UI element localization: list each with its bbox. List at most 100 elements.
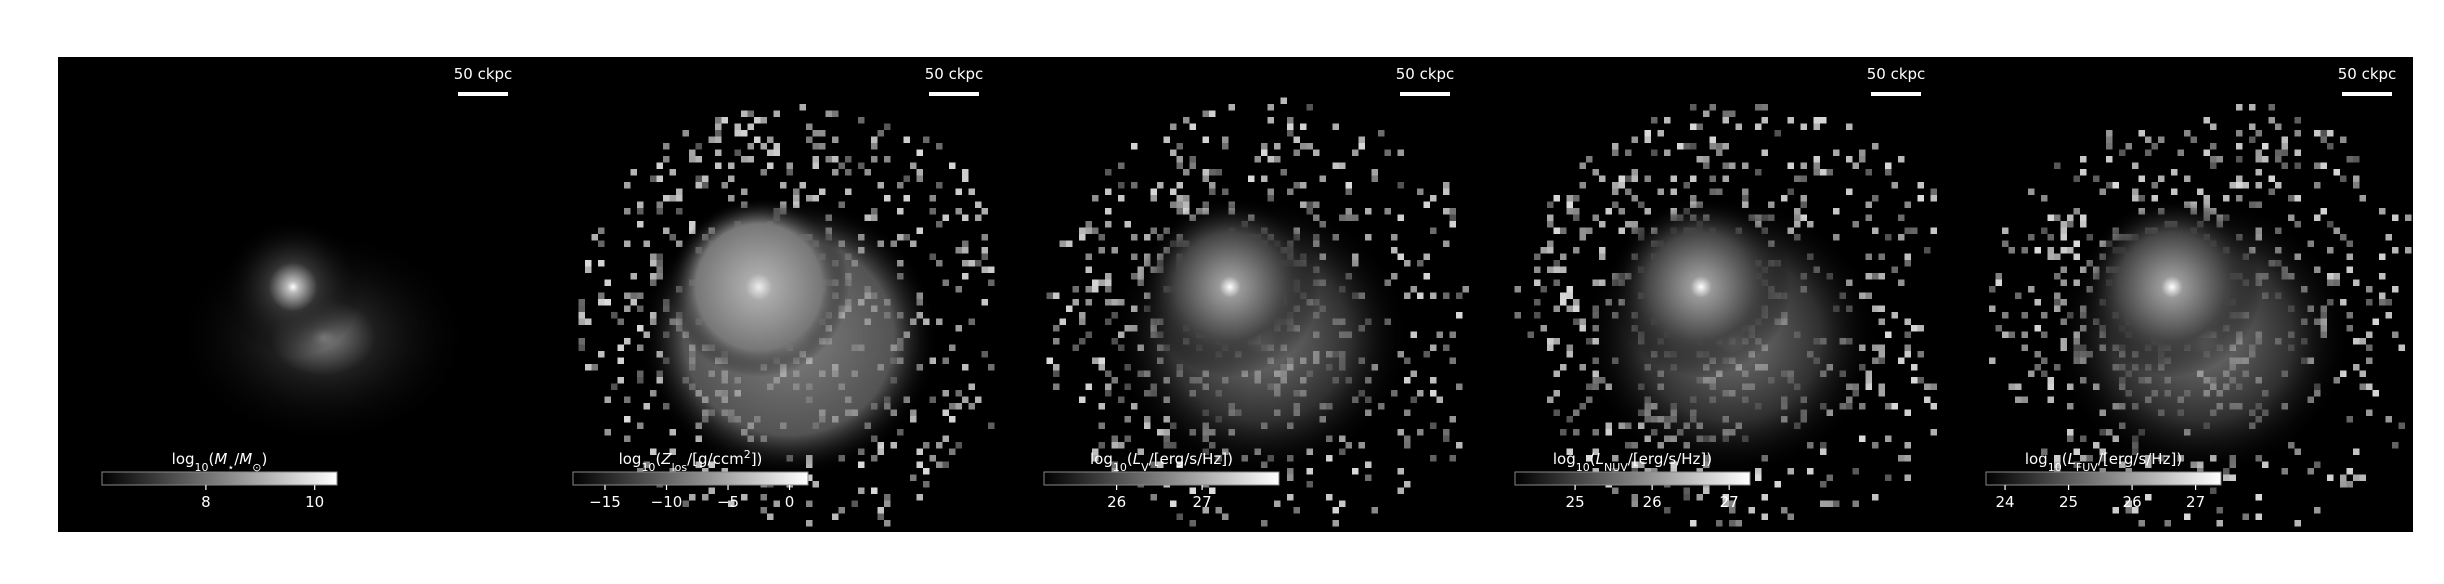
image-pixel <box>1176 461 1183 468</box>
image-pixel <box>702 494 709 501</box>
image-pixel <box>1612 149 1619 156</box>
colorbar-tick-label: −5 <box>717 493 739 511</box>
image-pixel <box>2028 188 2035 195</box>
image-pixel <box>2268 117 2275 124</box>
image-pixel <box>734 149 741 156</box>
image-pixel <box>630 169 637 176</box>
image-pixel <box>2366 409 2373 416</box>
image-pixel <box>1911 227 1918 234</box>
image-pixel <box>1313 201 1320 208</box>
image-pixel <box>2184 513 2191 520</box>
image-pixel <box>962 247 969 254</box>
image-pixel <box>760 117 767 124</box>
image-pixel <box>936 260 943 267</box>
image-pixel <box>1560 253 1567 260</box>
image-pixel <box>624 292 631 299</box>
image-pixel <box>2275 156 2282 163</box>
image-pixel <box>1079 234 1086 241</box>
colorbar-tick-label: 0 <box>785 493 795 511</box>
image-pixel <box>1904 253 1911 260</box>
scale-bar-label: 50 ckpc <box>1396 65 1455 83</box>
image-pixel <box>2158 136 2165 143</box>
image-pixel <box>1053 364 1060 371</box>
image-pixel <box>2340 175 2347 182</box>
image-pixel <box>2151 195 2158 202</box>
image-pixel <box>624 182 631 189</box>
image-pixel <box>2073 461 2080 468</box>
image-pixel <box>1722 162 1729 169</box>
image-pixel <box>1625 188 1632 195</box>
image-pixel <box>624 435 631 442</box>
image-pixel <box>1371 175 1378 182</box>
image-pixel <box>2255 513 2262 520</box>
image-pixel <box>1332 123 1339 130</box>
image-pixel <box>1891 403 1898 410</box>
image-pixel <box>1066 305 1073 312</box>
image-pixel <box>689 221 696 228</box>
image-pixel <box>656 253 663 260</box>
image-pixel <box>877 448 884 455</box>
image-pixel <box>2353 279 2360 286</box>
image-pixel <box>780 182 787 189</box>
image-pixel <box>1105 370 1112 377</box>
image-pixel <box>1118 162 1125 169</box>
image-pixel <box>1553 266 1560 273</box>
image-pixel <box>1410 370 1417 377</box>
image-pixel <box>1800 201 1807 208</box>
image-pixel <box>1209 110 1216 117</box>
image-pixel <box>669 234 676 241</box>
image-pixel <box>1118 195 1125 202</box>
image-pixel <box>1878 390 1885 397</box>
image-pixel <box>877 513 884 520</box>
image-pixel <box>1404 292 1411 299</box>
image-pixel <box>2366 299 2373 306</box>
image-pixel <box>1371 169 1378 176</box>
image-pixel <box>2034 325 2041 332</box>
image-pixel <box>637 370 644 377</box>
image-pixel <box>1534 299 1541 306</box>
image-pixel <box>1053 383 1060 390</box>
image-pixel <box>2190 136 2197 143</box>
image-pixel <box>2073 253 2080 260</box>
image-pixel <box>747 143 754 150</box>
image-pixel <box>1716 143 1723 150</box>
image-pixel <box>2372 318 2379 325</box>
image-pixel <box>1105 273 1112 280</box>
image-pixel <box>1631 494 1638 501</box>
image-pixel <box>1066 240 1073 247</box>
image-pixel <box>2379 208 2386 215</box>
image-pixel <box>2184 130 2191 137</box>
image-pixel <box>1625 221 1632 228</box>
image-pixel <box>1287 130 1294 137</box>
image-pixel <box>1904 331 1911 338</box>
image-pixel <box>585 318 592 325</box>
image-pixel <box>2385 299 2392 306</box>
image-pixel <box>1293 149 1300 156</box>
image-pixel <box>2034 299 2041 306</box>
image-pixel <box>929 396 936 403</box>
image-pixel <box>2353 156 2360 163</box>
image-pixel <box>1358 442 1365 449</box>
image-pixel <box>1540 325 1547 332</box>
colorbar-tick-label: 27 <box>1193 493 1212 511</box>
image-pixel <box>1657 130 1664 137</box>
image-pixel <box>1683 182 1690 189</box>
colorbar-label: log10(LV/[erg/s/Hz]) <box>1090 450 1233 474</box>
image-pixel <box>981 234 988 241</box>
image-pixel <box>2145 149 2152 156</box>
image-pixel <box>1287 123 1294 130</box>
image-pixel <box>1092 455 1099 462</box>
image-pixel <box>1176 156 1183 163</box>
image-pixel <box>2249 104 2256 111</box>
image-pixel <box>2385 416 2392 423</box>
label-part: log <box>619 450 642 468</box>
image-pixel <box>2262 143 2269 150</box>
image-pixel <box>1131 182 1138 189</box>
image-pixel <box>1384 149 1391 156</box>
image-pixel <box>968 260 975 267</box>
image-pixel <box>2080 169 2087 176</box>
image-pixel <box>1124 435 1131 442</box>
image-pixel <box>1092 195 1099 202</box>
image-pixel <box>1696 494 1703 501</box>
